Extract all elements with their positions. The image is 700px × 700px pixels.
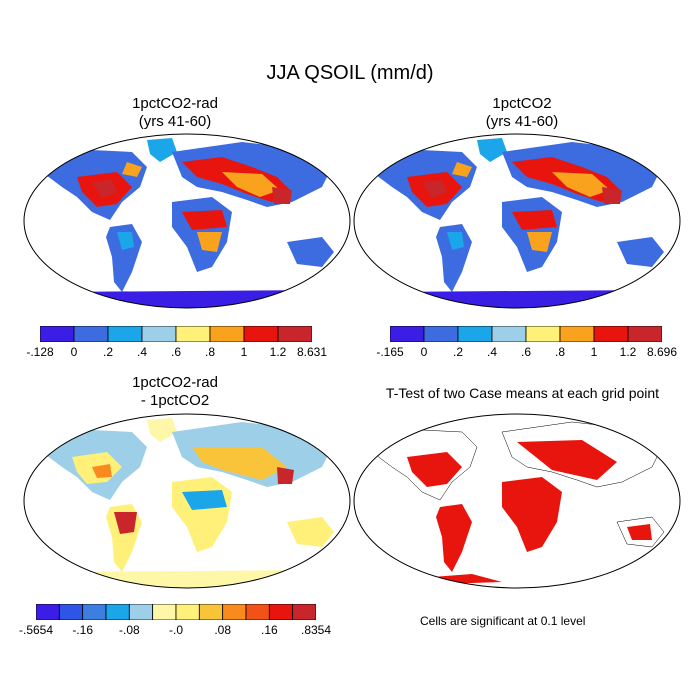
map-panel-1pctco2	[353, 133, 681, 309]
colorbar-tick-label: .6	[520, 345, 532, 359]
colorbar-swatch	[277, 326, 312, 342]
colorbar-swatch	[243, 326, 279, 342]
colorbar-tick-label: -.16	[72, 623, 93, 637]
colorbar-tick-label: -.0	[168, 623, 184, 637]
colorbar-tick-label: 8.631	[296, 345, 328, 359]
colorbar-swatch	[82, 604, 107, 620]
colorbar-tick-label: 0	[70, 345, 78, 359]
colorbar-swatch	[209, 326, 245, 342]
panel-title-line2: - 1pctCO2	[140, 392, 210, 409]
colorbar-tick-label: .8354	[300, 623, 332, 637]
panel-title-line1: 1pctCO2-rad	[132, 374, 218, 391]
panel-title-difference: 1pctCO2-rad - 1pctCO2	[65, 374, 285, 410]
colorbar-1pctco2-rad	[40, 326, 312, 342]
colorbar-tick-label: 0	[420, 345, 428, 359]
colorbar-difference	[36, 604, 316, 620]
colorbar-swatch	[268, 604, 294, 620]
colorbar-swatch	[198, 604, 224, 620]
colorbar-tick-label: -.08	[118, 623, 140, 637]
colorbar-tick-label: -.165	[376, 345, 404, 359]
colorbar-swatch	[107, 326, 143, 342]
colorbar-tick-label: 1	[240, 345, 248, 359]
colorbar-tick-label: .08	[214, 623, 231, 637]
panel-title-line1: 1pctCO2	[492, 95, 552, 112]
panel-title-1pctco2: 1pctCO2 (yrs 41-60)	[412, 95, 632, 131]
colorbar-tick-label: 1.2	[269, 345, 287, 359]
colorbar-swatch	[593, 326, 629, 342]
colorbar-swatch	[525, 326, 561, 342]
colorbar-swatch	[457, 326, 493, 342]
colorbar-swatch	[73, 326, 109, 342]
colorbar-swatch	[40, 326, 75, 342]
colorbar-tick-label: 1	[590, 345, 598, 359]
colorbar-swatch	[222, 604, 247, 620]
colorbar-tick-label: 8.696	[646, 345, 678, 359]
colorbar-tick-label: .8	[554, 345, 566, 359]
panel-title-line2: (yrs 41-60)	[485, 113, 559, 130]
colorbar-tick-label: 1.2	[619, 345, 637, 359]
colorbar-swatch	[627, 326, 662, 342]
colorbar-tick-label: -.5654	[18, 623, 54, 637]
colorbar-swatch	[245, 604, 270, 620]
colorbar-swatch	[491, 326, 527, 342]
colorbar-tick-label: .2	[452, 345, 464, 359]
panel-title-line1: 1pctCO2-rad	[132, 95, 218, 112]
colorbar-1pctco2	[390, 326, 662, 342]
panel-title-1pctco2-rad: 1pctCO2-rad (yrs 41-60)	[65, 95, 285, 131]
panel-title-ttest: T-Test of two Case means at each grid po…	[355, 384, 690, 402]
colorbar-swatch	[152, 604, 177, 620]
colorbar-swatch	[141, 326, 177, 342]
panel-title-line2: (yrs 41-60)	[138, 113, 212, 130]
significance-note: Cells are significant at 0.1 level	[420, 614, 586, 628]
colorbar-tick-label: .16	[260, 623, 278, 637]
colorbar-tick-label: .4	[486, 345, 498, 359]
colorbar-swatch	[105, 604, 130, 620]
colorbar-swatch	[128, 604, 154, 620]
colorbar-tick-label: .8	[204, 345, 216, 359]
colorbar-tick-label: .2	[102, 345, 114, 359]
colorbar-swatch	[175, 326, 211, 342]
map-panel-1pctco2-rad	[23, 133, 351, 309]
colorbar-swatch	[390, 326, 425, 342]
colorbar-tick-label: -.128	[26, 345, 54, 359]
page-title: JJA QSOIL (mm/d)	[266, 62, 434, 84]
map-panel-difference	[23, 413, 351, 589]
colorbar-swatch	[175, 604, 200, 620]
colorbar-tick-label: .6	[170, 345, 182, 359]
colorbar-swatch	[559, 326, 595, 342]
colorbar-swatch	[36, 604, 60, 620]
colorbar-swatch	[58, 604, 84, 620]
colorbar-swatch	[292, 604, 316, 620]
colorbar-tick-label: .4	[136, 345, 148, 359]
panel-title-line1: T-Test of two Case means at each grid po…	[385, 385, 660, 401]
colorbar-swatch	[423, 326, 459, 342]
map-panel-ttest	[353, 413, 681, 589]
